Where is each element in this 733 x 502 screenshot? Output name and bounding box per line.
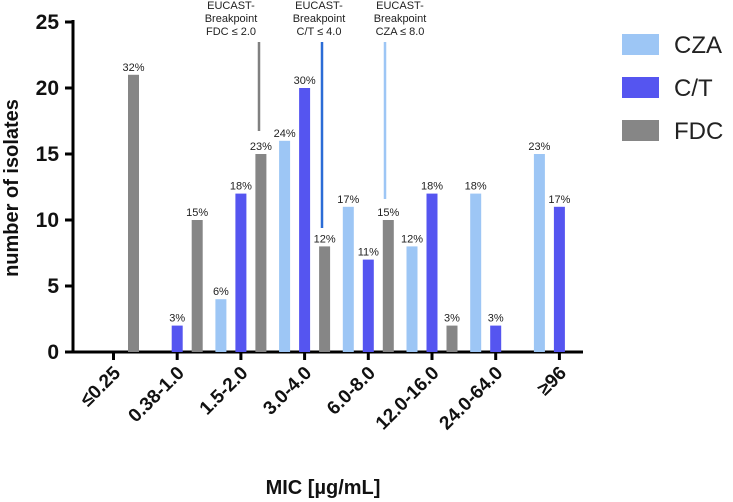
data-label-ct: 18% — [230, 181, 252, 193]
data-label-ct: 11% — [358, 247, 379, 259]
bar-cza — [406, 246, 418, 352]
x-tick-label: 12.0-16.0 — [372, 363, 444, 435]
x-tick-label: 1.5-2.0 — [196, 363, 253, 420]
bars — [128, 74, 565, 353]
breakpoint-label: Breakpoint — [374, 13, 427, 25]
x-tick-label: 6.0-8.0 — [323, 363, 380, 420]
bar-cza — [342, 206, 354, 352]
bar-fdc — [382, 220, 394, 352]
bar-cza — [215, 299, 227, 352]
bar-ct — [426, 193, 438, 352]
x-axis: ≤0.25 0.38-1.0 1.5-2.0 3.0-4.0 6.0-8.012.0-1… — [71, 350, 583, 435]
legend: CZA C/T FDC — [622, 32, 723, 145]
legend-swatch — [622, 34, 659, 55]
bar-ct — [362, 259, 374, 352]
y-tick-label: 10 — [36, 209, 59, 232]
y-tick-label: 15 — [36, 143, 60, 166]
breakpoint-label: Breakpoint — [293, 13, 346, 25]
x-axis-title: MIC [µg/mL] — [266, 477, 381, 499]
bar-data-labels: 6% 24% 17% 12% 18% 23% 3% 18% 30% 11% 18% 3% 17% 32% 1… — [122, 62, 570, 325]
bar-ct — [299, 88, 311, 352]
bar-fdc — [255, 154, 267, 352]
breakpoint-label: C/T ≤ 4.0 — [297, 26, 342, 38]
data-label-fdc: 3% — [444, 313, 460, 325]
bar-cza — [470, 193, 482, 352]
x-tick-label: ≥96 — [534, 363, 571, 400]
bar-fdc — [446, 325, 458, 352]
legend-label: C/T — [674, 75, 713, 102]
bar-ct — [553, 206, 565, 352]
legend-label: CZA — [674, 32, 722, 59]
data-label-cza: 24% — [274, 128, 296, 140]
data-label-cza: 12% — [401, 233, 423, 245]
data-label-fdc: 15% — [377, 207, 399, 219]
y-tick-label: 0 — [47, 341, 59, 364]
bar-cza — [279, 140, 291, 352]
x-tick-label: 0.38-1.0 — [125, 363, 189, 427]
data-label-ct: 18% — [421, 181, 443, 193]
y-axis-title: number of isolates — [1, 99, 23, 277]
x-tick-label: 3.0-4.0 — [259, 363, 316, 420]
breakpoint-label: EUCAST- — [295, 0, 343, 12]
bar-fdc — [191, 220, 203, 352]
x-tick-label: ≤0.25 — [77, 362, 126, 411]
legend-swatch — [622, 120, 659, 141]
breakpoint-label: EUCAST- — [207, 0, 255, 12]
breakpoint-label: EUCAST- — [376, 0, 424, 12]
data-label-cza: 17% — [337, 194, 359, 206]
breakpoint-label: FDC ≤ 2.0 — [206, 26, 256, 38]
data-label-ct: 3% — [169, 313, 185, 325]
data-label-ct: 17% — [548, 194, 570, 206]
bar-fdc — [319, 246, 331, 352]
data-label-fdc: 15% — [186, 207, 208, 219]
y-tick-label: 20 — [36, 77, 59, 100]
breakpoint-label: CZA ≤ 8.0 — [376, 26, 425, 38]
breakpoint-label: Breakpoint — [205, 13, 258, 25]
bar-ct — [490, 325, 502, 352]
data-label-ct: 30% — [294, 75, 316, 87]
data-label-cza: 6% — [213, 286, 229, 298]
y-axis: 0 5 10 15 20 25 — [36, 11, 75, 364]
x-tick-label: 24.0-64.0 — [436, 363, 508, 435]
data-label-ct: 3% — [488, 313, 504, 325]
bar-cza — [533, 154, 545, 352]
data-label-cza: 18% — [465, 181, 487, 193]
bar-ct — [235, 193, 247, 352]
data-label-cza: 23% — [528, 141, 550, 153]
bar-fdc — [128, 74, 139, 353]
bar-ct — [171, 325, 183, 352]
y-tick-label: 5 — [47, 275, 59, 298]
legend-swatch — [622, 77, 659, 98]
data-label-fdc: 23% — [250, 141, 272, 153]
data-label-fdc: 32% — [122, 62, 144, 74]
legend-label: FDC — [674, 118, 723, 145]
data-label-fdc: 12% — [314, 233, 336, 245]
y-tick-label: 25 — [36, 11, 60, 34]
